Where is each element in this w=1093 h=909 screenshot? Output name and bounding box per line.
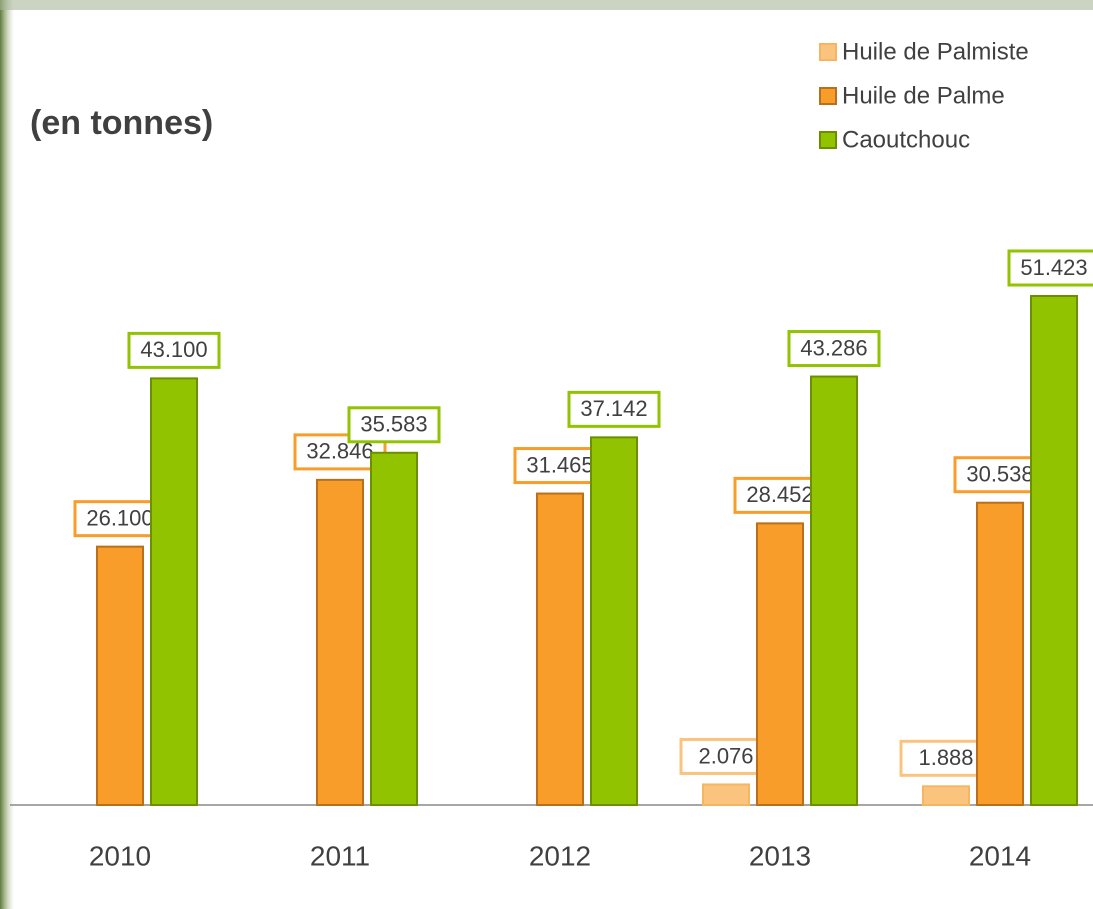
bar: [1030, 295, 1078, 806]
bar: [316, 478, 364, 806]
x-tick-label: 2012: [529, 840, 591, 871]
bar: [590, 436, 638, 806]
x-tick-label: 2010: [89, 840, 151, 871]
data-label-box: [1007, 249, 1093, 287]
bar: [976, 501, 1024, 806]
bar: [536, 492, 584, 806]
data-label: 28.452: [746, 482, 813, 507]
bar: [810, 375, 858, 806]
data-label-box: [787, 330, 881, 368]
data-label: 2.076: [698, 743, 753, 768]
bar: [370, 451, 418, 806]
legend-label: Huile de Palmiste: [842, 38, 1029, 65]
bar: [96, 545, 144, 807]
x-tick-label: 2011: [310, 840, 370, 871]
legend-swatch: [819, 131, 837, 149]
data-label-box: [567, 390, 661, 428]
data-label: 26.100: [86, 505, 153, 530]
legend-label: Caoutchouc: [842, 126, 970, 153]
data-label: 37.142: [580, 396, 647, 421]
data-label-box: [127, 331, 221, 369]
data-label: 30.538: [966, 462, 1033, 487]
bar: [922, 785, 970, 806]
legend-swatch: [819, 87, 837, 105]
legend-swatch: [819, 43, 837, 61]
x-tick-label: 2013: [749, 840, 811, 871]
chart-title: (en tonnes): [30, 104, 213, 142]
data-label: 31.465: [526, 452, 593, 477]
data-label-box: [347, 406, 441, 444]
bar: [756, 522, 804, 806]
data-label: 43.286: [800, 335, 867, 360]
bar: [150, 377, 198, 806]
legend-label: Huile de Palme: [842, 82, 1005, 109]
bar: [702, 783, 750, 806]
data-label: 35.583: [360, 412, 427, 437]
photo-edge: [0, 0, 14, 909]
photo-edge-top: [0, 0, 1093, 10]
data-label: 51.423: [1020, 255, 1087, 280]
x-tick-label: 2014: [969, 840, 1031, 871]
data-label: 43.100: [140, 337, 207, 362]
data-label: 1.888: [918, 745, 973, 770]
